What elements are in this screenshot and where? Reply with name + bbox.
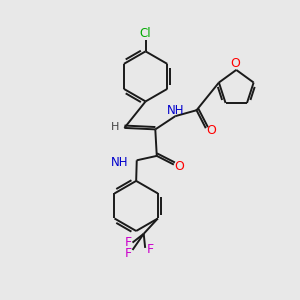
Text: Cl: Cl — [140, 27, 152, 40]
Text: O: O — [175, 160, 184, 173]
Text: F: F — [124, 247, 132, 260]
Text: O: O — [230, 57, 240, 70]
Text: NH: NH — [111, 156, 128, 169]
Text: F: F — [147, 243, 154, 256]
Text: NH: NH — [167, 104, 185, 117]
Text: F: F — [124, 236, 132, 248]
Text: H: H — [111, 122, 120, 132]
Text: O: O — [206, 124, 216, 137]
